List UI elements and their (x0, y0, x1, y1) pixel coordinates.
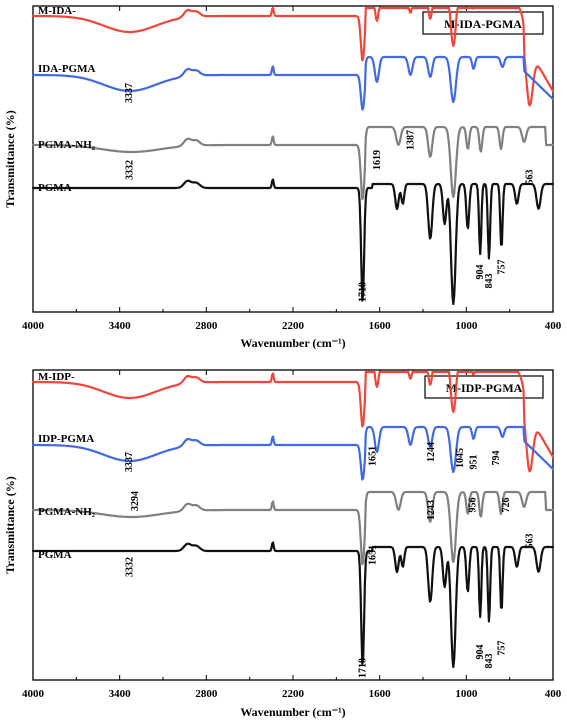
peak-annotation: 757 (496, 641, 507, 656)
series-line (31, 541, 555, 669)
x-axis-title: Wavenumber (cm⁻¹) (240, 705, 345, 719)
x-tick-label: 1000 (455, 320, 478, 332)
x-tick-label: 2800 (195, 320, 218, 332)
peak-annotation: 794 (491, 450, 502, 465)
peak-annotation: 1651 (367, 545, 378, 565)
series-label: PGMA-NH₂ (38, 506, 96, 518)
series-label: IDP-PGMA (38, 433, 94, 445)
peak-annotation: 3332 (124, 557, 135, 577)
series-line (31, 370, 555, 473)
x-tick-label: 400 (545, 320, 562, 332)
series-line (31, 425, 555, 481)
panel-title-box (424, 375, 544, 399)
x-tick-label: 1600 (369, 688, 392, 700)
panel-title-box (422, 11, 544, 35)
x-tick-label: 4000 (22, 688, 45, 700)
peak-annotation: 3337 (124, 83, 135, 103)
x-axis-title: Wavenumber (cm⁻¹) (240, 336, 345, 350)
peak-annotation: 3332 (124, 160, 135, 180)
series-line (31, 125, 555, 201)
peak-annotation: 726 (501, 498, 512, 513)
series-line (31, 490, 555, 566)
peak-annotation: 1244 (426, 442, 437, 462)
series-label: M-IDA- (38, 5, 76, 17)
panel-title: M-IDP-PGMA (446, 381, 523, 395)
panel-title: M-IDA-PGMA (444, 17, 522, 31)
peak-annotation: 1718 (358, 282, 369, 302)
x-tick-label: 1000 (455, 688, 478, 700)
peak-annotation: 904 (475, 265, 486, 280)
series-line (31, 6, 555, 107)
plot-frame (32, 369, 554, 681)
peak-annotation: 3294 (130, 491, 141, 511)
x-tick-label: 2200 (282, 320, 305, 332)
x-tick-label: 3400 (109, 320, 132, 332)
x-tick-label: 400 (545, 688, 562, 700)
peak-annotation: 563 (524, 170, 535, 185)
series-label: IDA-PGMA (38, 63, 95, 75)
series-label: PGMA (38, 182, 72, 194)
peak-annotation: 843 (484, 654, 495, 669)
peak-annotation: 904 (475, 645, 486, 660)
series-label: M-IDP- (38, 371, 75, 383)
series-line (31, 178, 555, 306)
series-label: PGMA-NH₂ (38, 139, 96, 151)
x-tick-label: 2200 (282, 688, 305, 700)
peak-annotation: 956 (468, 498, 479, 513)
peak-annotation: 1619 (372, 150, 383, 170)
peak-annotation: 1718 (358, 658, 369, 678)
series-line (31, 55, 555, 111)
peak-annotation: 1045 (455, 448, 466, 468)
x-tick-label: 3400 (109, 688, 132, 700)
peak-annotation: 757 (496, 260, 507, 275)
peak-annotation: 1651 (367, 446, 378, 466)
x-tick-label: 2800 (195, 688, 218, 700)
peak-annotation: 1387 (405, 130, 416, 150)
y-axis-title: Transmittance (%) (3, 476, 17, 573)
series-label: PGMA (38, 549, 72, 561)
y-axis-title: Transmittance (%) (3, 110, 17, 207)
peak-annotation: 3337 (124, 452, 135, 472)
x-tick-label: 1600 (369, 320, 392, 332)
peak-annotation: 1243 (426, 500, 437, 520)
peak-annotation: 843 (484, 274, 495, 289)
x-tick-label: 4000 (22, 320, 45, 332)
peak-annotation: 563 (524, 534, 535, 549)
peak-annotation: 951 (468, 455, 479, 470)
